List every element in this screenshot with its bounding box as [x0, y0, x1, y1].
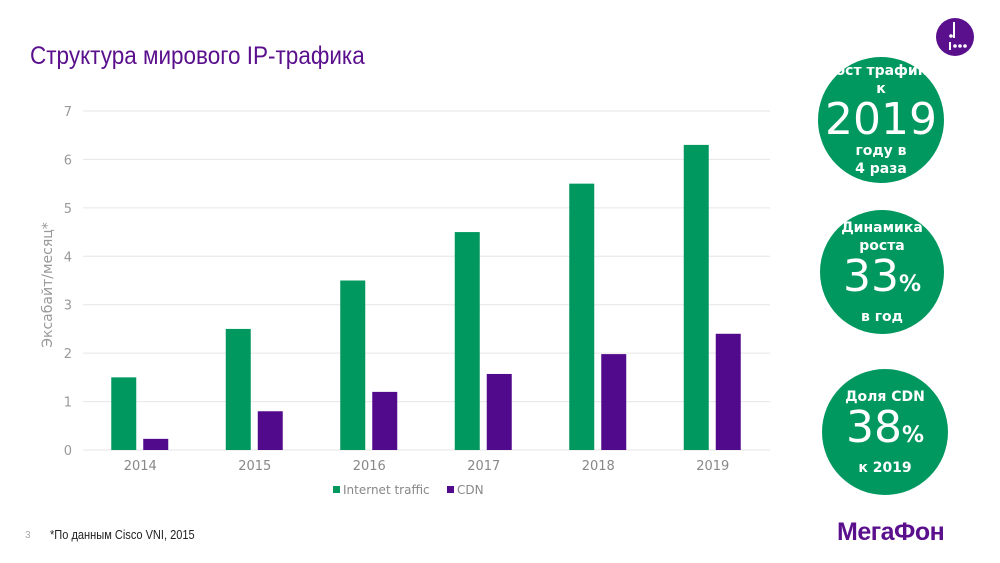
bar-internet-2017 — [454, 232, 480, 450]
x-tick-label: 2016 — [353, 459, 386, 474]
stat-text: к 2019 — [858, 459, 912, 476]
bar-internet-2015 — [225, 328, 251, 450]
megafon-logo-icon — [936, 18, 974, 56]
x-tick-label: 2014 — [124, 459, 157, 474]
stat-text: 4 раза — [855, 161, 907, 177]
page-number: 3 — [25, 530, 31, 541]
bar-internet-2016 — [340, 280, 366, 450]
footnote: *По данным Cisco VNI, 2015 — [50, 527, 195, 542]
legend-swatch-cdn — [447, 486, 454, 493]
stat-suffix: % — [901, 422, 925, 448]
y-tick-label: 6 — [64, 153, 72, 168]
bar-cdn-2015 — [257, 411, 283, 450]
stat-text: роста — [859, 237, 905, 254]
y-tick-label: 2 — [64, 347, 72, 362]
y-tick-label: 0 — [64, 444, 72, 459]
stat-text: году в — [855, 143, 907, 159]
y-tick-label: 3 — [64, 299, 72, 314]
stat-value: 2019 — [825, 94, 937, 145]
bar-internet-2018 — [569, 183, 595, 450]
bar-internet-2014 — [111, 377, 137, 450]
x-tick-label: 2015 — [238, 459, 271, 474]
brand-logo: МегаФон — [837, 518, 945, 546]
x-tick-label: 2017 — [467, 459, 500, 474]
bar-cdn-2018 — [601, 354, 627, 450]
y-tick-label: 5 — [64, 202, 72, 217]
stat-text: к — [876, 81, 886, 97]
bar-cdn-2017 — [486, 373, 512, 450]
y-tick-label: 4 — [64, 250, 72, 265]
stat-text: Рост трафика — [825, 63, 937, 79]
x-tick-label: 2018 — [582, 459, 615, 474]
legend-swatch-internet — [333, 486, 340, 493]
stat-circle-cdn-share: Доля CDN 38% к 2019 — [822, 369, 948, 495]
legend-label-cdn: CDN — [457, 483, 484, 497]
stat-suffix: % — [898, 271, 922, 297]
x-tick-label: 2019 — [696, 459, 729, 474]
bar-cdn-2016 — [372, 391, 398, 450]
page-title: Структура мирового IP-трафика — [30, 42, 365, 70]
y-axis-label: Эксабайт/месяц* — [40, 222, 56, 348]
bar-internet-2019 — [683, 144, 709, 450]
stat-circle-dynamics: Динамика роста 33% в год — [820, 210, 944, 334]
bar-cdn-2014 — [143, 438, 169, 450]
stat-circle-growth: Рост трафика к 2019 году в 4 раза — [818, 57, 944, 183]
legend: Internet traffic CDN — [333, 483, 484, 497]
y-tick-label: 7 — [64, 105, 72, 120]
stat-text: Доля CDN — [845, 388, 925, 405]
y-tick-label: 1 — [64, 396, 72, 411]
stat-value: 33 — [842, 250, 899, 302]
stat-text: Динамика — [841, 219, 923, 236]
stat-text: в год — [861, 308, 903, 325]
bar-cdn-2019 — [715, 333, 741, 450]
legend-label-internet: Internet traffic — [343, 483, 430, 497]
bar-chart: 0 1 2 3 4 5 6 7 2014 2015 2016 2017 2018 2019 Эксаба… — [40, 105, 770, 497]
stat-value: 38 — [845, 401, 902, 453]
